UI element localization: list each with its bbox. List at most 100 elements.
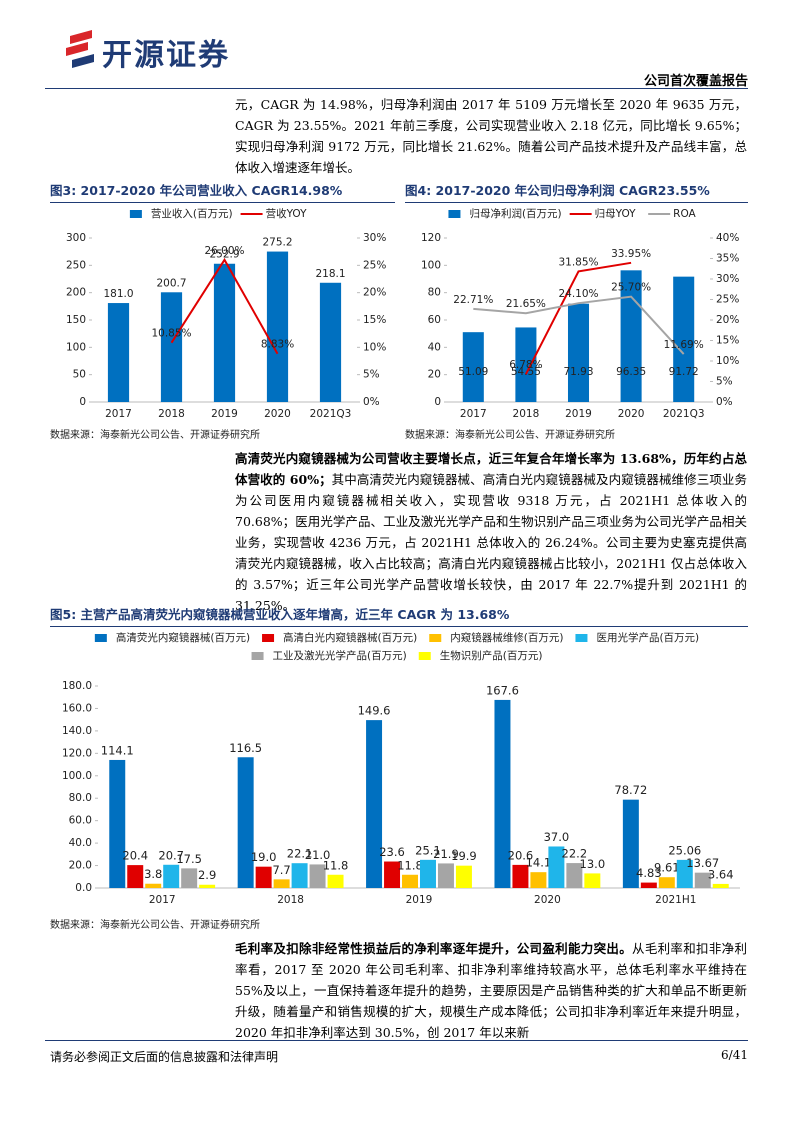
data-label: 218.1: [315, 268, 345, 280]
bar: [366, 720, 383, 888]
data-label: 2.9: [198, 868, 216, 882]
bar: [512, 864, 529, 888]
data-label: 149.6: [358, 704, 391, 718]
bold-text: 毛利率及扣除非经常性损益后的净利率逐年提升，公司盈利能力突出。: [235, 941, 633, 956]
legend-label: 营业收入(百万元): [151, 207, 233, 220]
y-tick-label: 60.0: [69, 815, 92, 827]
y-tick-label: 100.0: [62, 770, 92, 782]
line: [525, 261, 632, 375]
data-label: 114.1: [101, 743, 134, 757]
figure-title: 图4: 2017-2020 年公司归母净利润 CAGR23.55%: [405, 180, 748, 203]
bar: [127, 865, 144, 888]
y-tick-label: 30%: [363, 232, 386, 244]
legend-item: 归母净利润(百万元): [448, 207, 562, 220]
y-tick-label: 300: [66, 232, 86, 244]
y-tick-label: 20%: [363, 287, 386, 299]
legend-label: 归母YOY: [595, 207, 637, 220]
y-tick-label: 0.0: [75, 882, 92, 894]
x-tick-label: 2019: [565, 408, 592, 420]
legend-swatch: [262, 634, 275, 642]
bar: [107, 303, 130, 402]
bar: [109, 759, 126, 888]
y-tick-label: 15%: [716, 335, 739, 347]
bar: [455, 865, 472, 888]
data-label: 78.72: [614, 783, 647, 797]
data-label: 11.69%: [664, 339, 704, 351]
y-tick-label: 20: [428, 369, 441, 381]
bar: [712, 883, 729, 888]
data-label: 200.7: [156, 277, 186, 289]
x-tick-label: 2018: [513, 408, 540, 420]
page-number: 6/41: [721, 1048, 748, 1062]
y-tick-label: 80: [428, 287, 441, 299]
data-label: 31.85%: [558, 256, 598, 268]
legend-item: 归母YOY: [569, 207, 637, 220]
bar: [273, 879, 290, 888]
report-type: 公司首次覆盖报告: [643, 74, 748, 89]
bar: [255, 866, 272, 888]
bar: [494, 699, 511, 888]
y-tick-label: 0: [434, 396, 441, 408]
x-tick-label: 2021Q3: [310, 408, 352, 420]
bar: [548, 846, 565, 888]
data-label: 252.9: [209, 249, 239, 261]
data-label: 19.9: [451, 849, 477, 863]
logo-icon: [66, 30, 94, 68]
y-tick-label: 40.0: [69, 837, 92, 849]
y-tick-label: 120.0: [62, 747, 92, 759]
data-label: 11.8: [323, 858, 349, 872]
bar: [160, 292, 183, 402]
x-tick-label: 2017: [105, 408, 132, 420]
paragraph: 毛利率及扣除非经常性损益后的净利率逐年提升，公司盈利能力突出。从毛利率和扣非净利…: [235, 938, 747, 1043]
legend-item: 营业收入(百万元): [129, 207, 233, 220]
bar: [145, 883, 162, 888]
y-tick-label: 20.0: [69, 860, 92, 872]
data-label: 14.1: [526, 856, 552, 870]
bar: [566, 863, 583, 888]
y-tick-label: 40%: [716, 232, 739, 244]
bar: [266, 251, 289, 402]
data-label: 54.55: [511, 366, 541, 378]
data-label: 26.00%: [204, 245, 244, 257]
bar: [181, 868, 198, 888]
legend-item: 生物识别产品(百万元): [418, 649, 542, 662]
bar: [622, 799, 639, 888]
bar: [327, 874, 344, 888]
data-label: 19.0: [251, 850, 277, 864]
legend-label: 工业及激光光学产品(百万元): [273, 649, 407, 662]
y-tick-label: 0: [79, 396, 86, 408]
legend-label: 高清白光内窥镜器械(百万元): [283, 631, 417, 644]
chart: 0 20 40 60 80 100 120 0% 5% 10% 15% 20% 25% 30% 35% 40%…: [421, 207, 739, 420]
source: 数据来源：海泰新光公司公告、开源证券研究所: [50, 430, 260, 441]
line: [170, 257, 279, 355]
legend-item: 内窥镜器械维修(百万元): [429, 631, 563, 644]
y-tick-label: 60: [428, 314, 441, 326]
x-tick-label: 2017: [460, 408, 487, 420]
legend-swatch: [418, 652, 431, 660]
line: [473, 295, 685, 355]
data-label: 181.0: [103, 288, 133, 300]
legend-swatch: [448, 210, 461, 218]
text: 从毛利率和扣非净利率看，2017 至 2020 年公司毛利率、扣非净利率维持较高…: [235, 941, 747, 1040]
y-tick-label: 50: [73, 369, 86, 381]
bar: [384, 861, 401, 888]
data-label: 24.10%: [558, 288, 598, 300]
legend-swatch: [94, 634, 107, 642]
data-label: 71.93: [563, 366, 593, 378]
data-label: 10.85%: [151, 328, 191, 340]
bar: [462, 332, 484, 402]
bar: [567, 303, 590, 402]
bar: [658, 877, 675, 888]
data-label: 3.64: [708, 867, 734, 881]
y-tick-label: 5%: [363, 369, 380, 381]
y-tick-label: 100: [66, 341, 86, 353]
y-tick-label: 100: [421, 259, 441, 271]
y-tick-label: 150: [66, 314, 86, 326]
y-tick-label: 250: [66, 259, 86, 271]
bar: [402, 874, 418, 888]
y-tick-label: 35%: [716, 253, 739, 265]
bar: [530, 872, 547, 888]
data-label: 33.95%: [611, 248, 651, 260]
data-label: 9.61: [654, 861, 680, 875]
data-label: 4.83: [636, 866, 662, 880]
